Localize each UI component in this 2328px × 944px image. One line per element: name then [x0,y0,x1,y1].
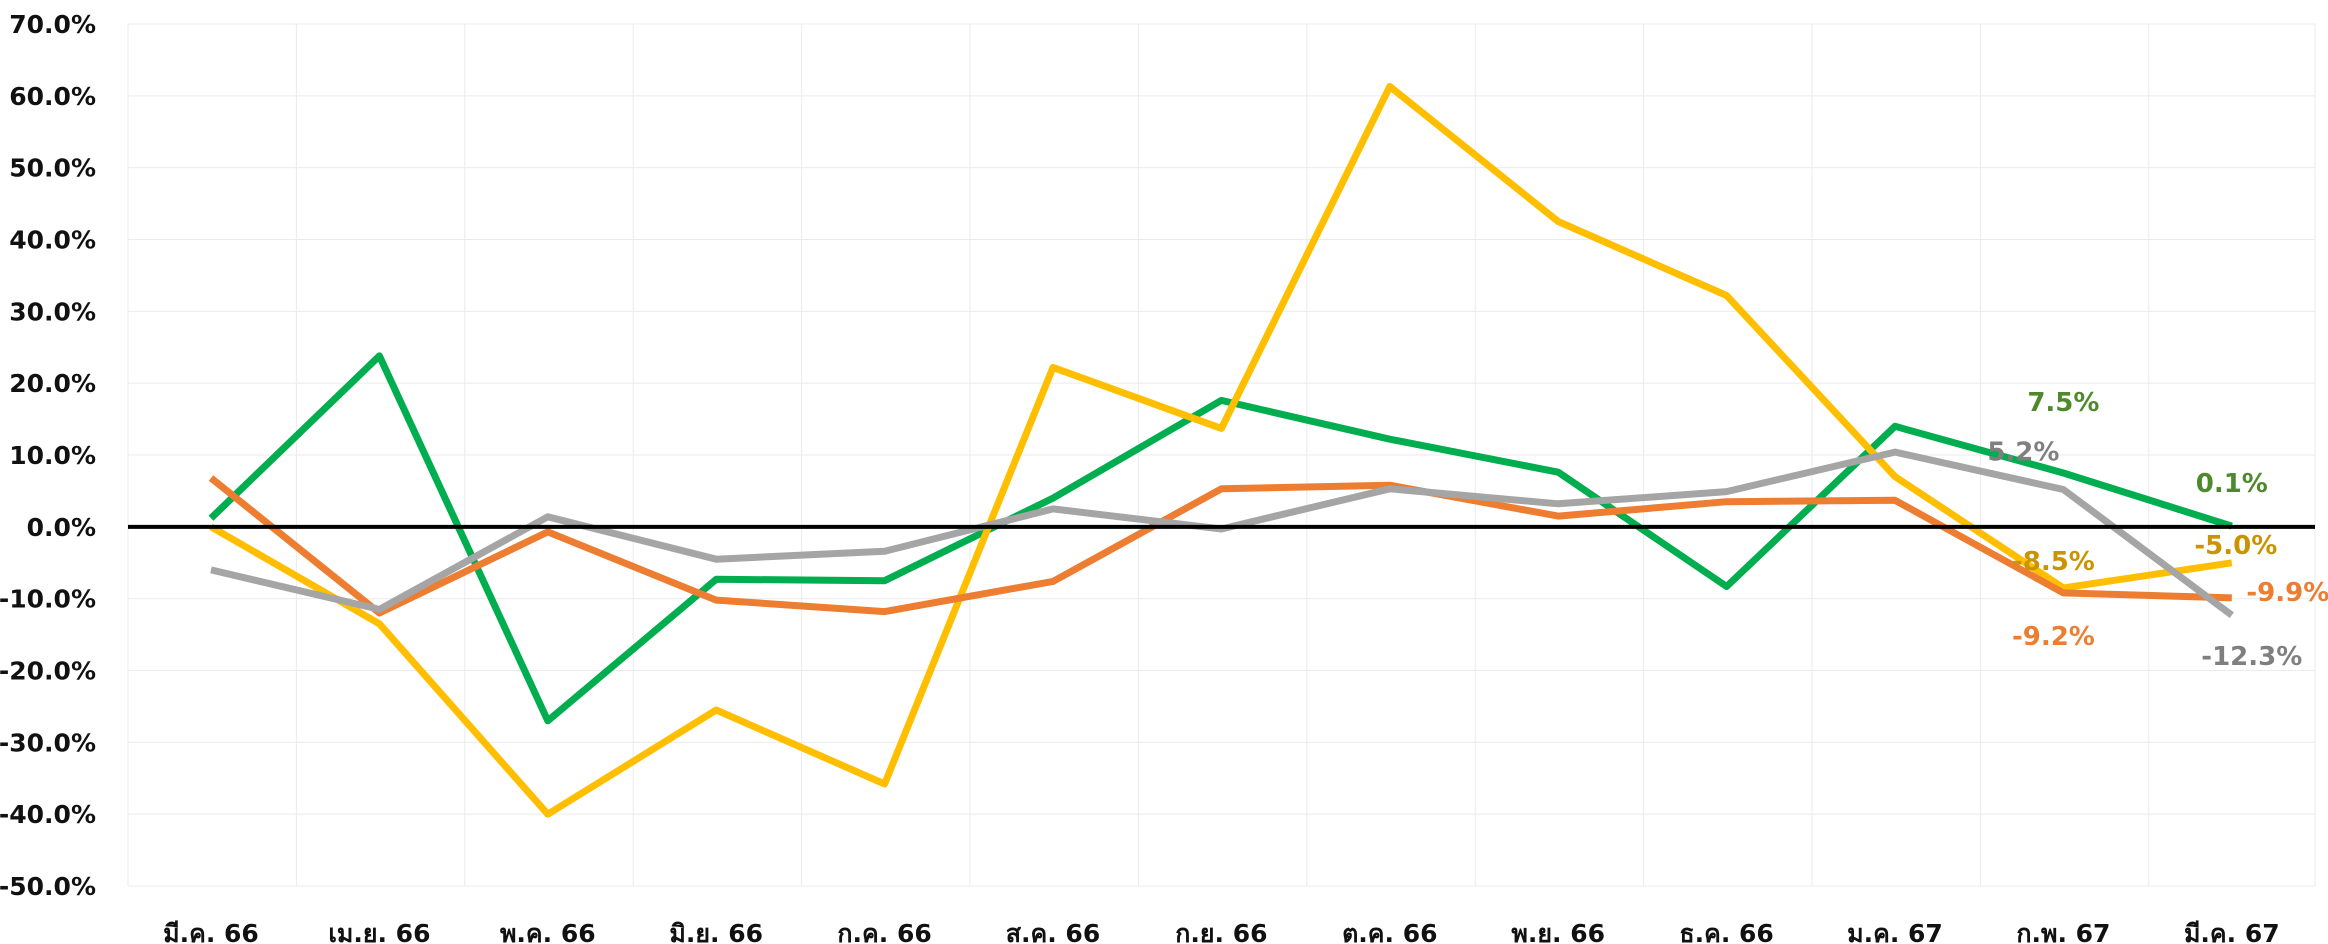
y-tick-label: -30.0% [0,728,96,757]
data-label: -12.3% [2201,642,2302,672]
y-tick-label: -50.0% [0,872,96,901]
x-tick-label: ม.ค. 67 [1847,919,1943,944]
series-line-3 [208,475,2232,617]
y-tick-label: 20.0% [9,369,96,398]
x-tick-label: ธ.ค. 66 [1679,919,1773,944]
y-tick-label: 10.0% [9,441,96,470]
x-tick-label: พ.ย. 66 [1511,919,1605,944]
y-tick-label: 40.0% [9,226,96,255]
x-tick-label: ต.ค. 66 [1342,919,1437,944]
data-label: -9.2% [2012,622,2095,652]
x-tick-label: เม.ย. 66 [328,919,430,944]
y-tick-label: 50.0% [9,154,96,183]
x-axis: มี.ค. 66 เม.ย. 66 พ.ค. 66 มิ.ย. 66 ก.ค. 66 ส.… [163,919,2280,944]
x-tick-label: ส.ค. 66 [1006,919,1100,944]
y-tick-label: 70.0% [9,10,96,39]
y-tick-label: -40.0% [0,800,96,829]
y-tick-label: 30.0% [9,297,96,326]
data-label: 5.2% [1987,437,2059,467]
x-tick-label: มี.ค. 67 [2184,919,2280,944]
data-label: 7.5% [2027,388,2099,418]
y-tick-label: -20.0% [0,657,96,686]
data-labels: 7.5% 0.1% -8.5% -5.0% -9.2% -9.9% 5.2% -12.3% [1987,388,2328,672]
data-label: -5.0% [2194,531,2277,561]
y-tick-label: 60.0% [9,82,96,111]
x-tick-label: พ.ค. 66 [500,919,596,944]
series-line-2 [209,83,2233,818]
series-lines [128,83,2315,818]
gridlines [127,23,2316,887]
data-label: -8.5% [2012,547,2095,577]
y-axis: -50.0% -40.0% -30.0% -20.0% -10.0% 0.0% 10.0% 2… [0,10,96,901]
series-line-4 [210,448,2234,619]
x-tick-label: มี.ค. 66 [163,919,259,944]
data-label: 0.1% [2196,469,2268,499]
y-tick-label: 0.0% [27,513,96,542]
x-tick-label: ก.พ. 67 [2016,919,2110,944]
x-tick-label: ก.ย. 66 [1175,919,1267,944]
x-tick-label: ก.ค. 66 [837,919,931,944]
series-line-1 [208,352,2233,725]
x-tick-label: มิ.ย. 66 [669,919,763,944]
data-label: -9.9% [2246,578,2328,608]
y-tick-label: -10.0% [0,585,96,614]
